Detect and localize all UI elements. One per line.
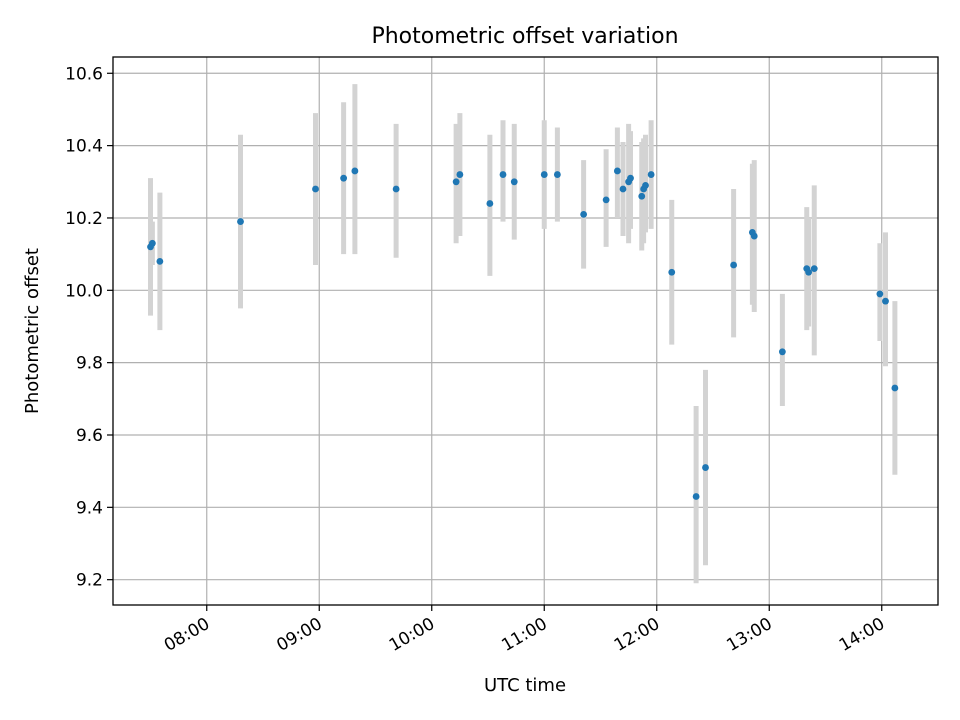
x-tick-label: 08:00 xyxy=(161,614,213,656)
x-axis-label: UTC time xyxy=(484,675,566,696)
x-tick-label: 11:00 xyxy=(498,614,550,656)
data-point xyxy=(882,297,889,305)
plot-frame xyxy=(112,56,939,606)
grid-layer xyxy=(113,57,938,605)
data-point xyxy=(810,265,818,273)
data-point xyxy=(647,171,655,178)
data-point xyxy=(540,171,548,178)
data-point xyxy=(156,257,164,265)
data-point xyxy=(340,174,348,182)
x-tick-label: 10:00 xyxy=(386,614,438,656)
data-point xyxy=(613,167,621,175)
data-point xyxy=(452,178,460,186)
chart-title: Photometric offset variation xyxy=(371,24,678,49)
y-tick-label: 10.0 xyxy=(65,281,103,301)
y-axis-ticks: 9.2 9.4 9.6 9.8 10.0 10.2 10.4 10.6 xyxy=(65,64,113,591)
point-layer xyxy=(147,167,899,500)
y-tick-label: 10.2 xyxy=(65,209,103,229)
y-tick-label: 9.6 xyxy=(76,426,103,446)
y-tick-label: 10.4 xyxy=(65,137,103,157)
data-point xyxy=(148,239,156,247)
data-point xyxy=(619,185,627,193)
data-point xyxy=(456,171,464,178)
data-point xyxy=(312,185,319,193)
y-tick-label: 9.2 xyxy=(76,571,103,591)
data-point xyxy=(392,185,400,193)
data-point xyxy=(627,174,634,182)
data-point xyxy=(642,182,649,189)
x-tick-label: 14:00 xyxy=(836,614,888,656)
x-axis-ticks: 08:00 09:00 10:00 11:00 12:00 13:00 14:00 xyxy=(161,605,888,656)
y-tick-label: 9.8 xyxy=(76,354,103,374)
x-tick-label: 09:00 xyxy=(273,614,325,656)
data-point xyxy=(510,178,518,186)
errorbar-layer xyxy=(148,84,898,584)
data-point xyxy=(580,210,588,218)
data-point xyxy=(668,268,676,276)
data-point xyxy=(750,232,758,240)
data-point xyxy=(702,464,709,471)
data-point xyxy=(237,218,244,225)
data-point xyxy=(778,348,786,356)
data-point xyxy=(638,192,646,200)
y-tick-label: 10.6 xyxy=(65,64,103,84)
data-point xyxy=(730,261,738,269)
x-tick-label: 12:00 xyxy=(611,614,663,656)
data-point xyxy=(499,171,507,178)
data-point xyxy=(351,167,359,175)
data-point xyxy=(553,171,561,178)
data-point xyxy=(876,290,884,298)
y-axis-label: Photometric offset xyxy=(22,248,43,414)
data-point xyxy=(692,493,700,500)
y-tick-label: 9.4 xyxy=(76,498,103,518)
data-point xyxy=(486,200,494,207)
x-tick-label: 13:00 xyxy=(723,614,775,656)
data-point xyxy=(602,196,610,204)
data-point xyxy=(805,268,813,276)
data-point xyxy=(891,384,899,392)
